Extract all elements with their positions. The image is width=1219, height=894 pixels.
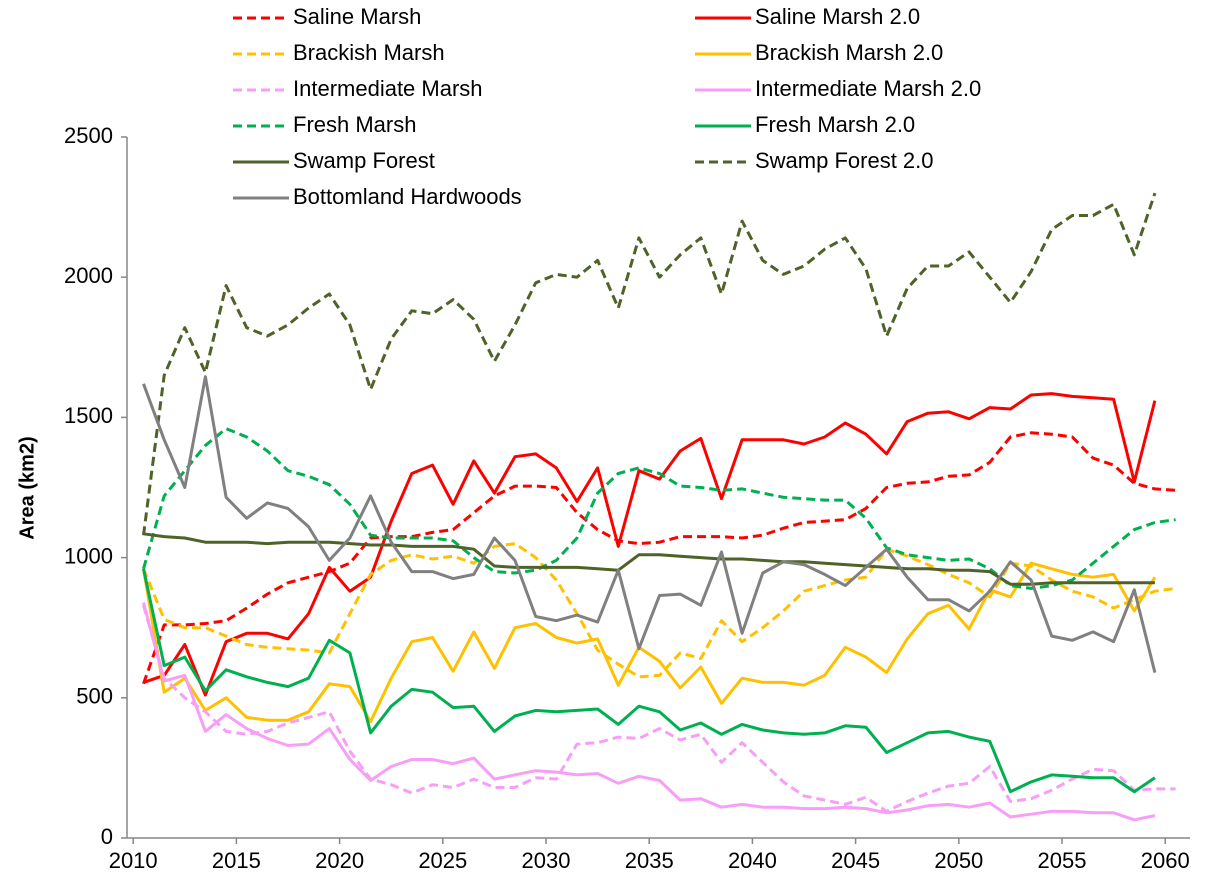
x-tick-label: 2020 <box>315 848 364 873</box>
legend-label: Intermediate Marsh 2.0 <box>755 76 981 101</box>
series-line <box>143 532 1155 586</box>
x-tick-label: 2045 <box>831 848 880 873</box>
legend-label: Fresh Marsh <box>293 112 416 137</box>
legend-label: Swamp Forest <box>293 148 435 173</box>
y-tick-label: 2000 <box>64 263 113 288</box>
legend-label: Bottomland Hardwoods <box>293 184 522 209</box>
legend-label: Swamp Forest 2.0 <box>755 148 934 173</box>
x-tick-label: 2060 <box>1141 848 1190 873</box>
y-tick-label: 500 <box>76 684 113 709</box>
series-line <box>142 431 1176 685</box>
x-tick-label: 2035 <box>625 848 674 873</box>
x-tick-label: 2040 <box>728 848 777 873</box>
series-line <box>142 427 1176 590</box>
y-axis-label: Area (km2) <box>16 436 38 539</box>
series-line <box>142 192 1157 536</box>
series-line <box>142 561 1157 724</box>
series-line <box>142 375 1157 673</box>
x-tick-label: 2025 <box>418 848 467 873</box>
legend-label: Brackish Marsh 2.0 <box>755 40 943 65</box>
x-tick-label: 2055 <box>1038 848 1087 873</box>
legend-label: Intermediate Marsh <box>293 76 483 101</box>
x-tick-label: 2030 <box>522 848 571 873</box>
legend-label: Fresh Marsh 2.0 <box>755 112 915 137</box>
x-tick-label: 2015 <box>212 848 261 873</box>
y-tick-label: 0 <box>101 824 113 849</box>
series-line <box>142 542 1176 679</box>
y-tick-label: 1000 <box>64 543 113 568</box>
legend-label: Brackish Marsh <box>293 40 445 65</box>
series-line <box>142 568 1156 794</box>
legend-label: Saline Marsh <box>293 4 421 29</box>
y-tick-label: 2500 <box>64 123 113 148</box>
series-line <box>142 602 1156 822</box>
series-line <box>143 392 1157 697</box>
x-tick-label: 2010 <box>109 848 158 873</box>
x-tick-label: 2050 <box>934 848 983 873</box>
series-line <box>142 604 1176 813</box>
legend-label: Saline Marsh 2.0 <box>755 4 920 29</box>
y-tick-label: 1500 <box>64 403 113 428</box>
